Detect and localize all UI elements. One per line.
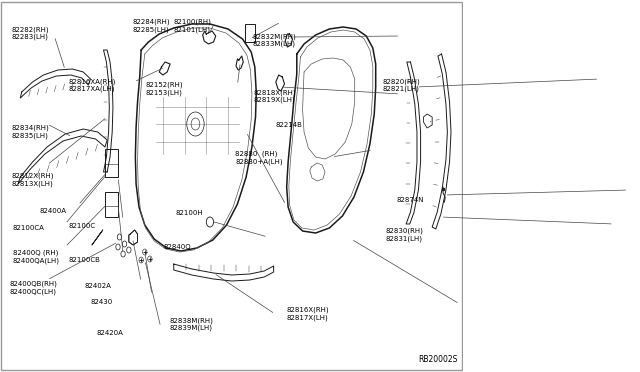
Text: 82880  (RH)
82880+A(LH): 82880 (RH) 82880+A(LH) <box>236 151 283 165</box>
Text: 82402A: 82402A <box>84 283 111 289</box>
Text: 82100CB: 82100CB <box>68 257 100 263</box>
Text: 82100C: 82100C <box>68 223 96 229</box>
Bar <box>105 192 118 217</box>
Text: 82430: 82430 <box>91 299 113 305</box>
Text: 82400Q (RH)
82400QA(LH): 82400Q (RH) 82400QA(LH) <box>13 250 60 264</box>
Text: 82830(RH)
82831(LH): 82830(RH) 82831(LH) <box>385 228 423 242</box>
Text: 82838M(RH)
82839M(LH): 82838M(RH) 82839M(LH) <box>169 317 213 331</box>
Text: 82152(RH)
82153(LH): 82152(RH) 82153(LH) <box>146 82 184 96</box>
Text: 82400A: 82400A <box>40 208 67 214</box>
Text: 82214B: 82214B <box>276 122 303 128</box>
Text: 82816XA(RH)
82817XA(LH): 82816XA(RH) 82817XA(LH) <box>68 78 116 92</box>
Bar <box>105 149 118 177</box>
Text: 82840Q: 82840Q <box>163 244 191 250</box>
Text: 82818X(RH)
82819X(LH): 82818X(RH) 82819X(LH) <box>254 89 296 103</box>
Text: 82832M(RH)
82833M(LH): 82832M(RH) 82833M(LH) <box>253 33 296 48</box>
Text: 82816X(RH)
82817X(LH): 82816X(RH) 82817X(LH) <box>286 307 329 321</box>
Text: RB20002S: RB20002S <box>418 355 458 364</box>
Text: 82812X(RH)
82813X(LH): 82812X(RH) 82813X(LH) <box>12 173 54 187</box>
Text: 82284(RH)
82285(LH): 82284(RH) 82285(LH) <box>132 19 170 33</box>
Text: 82100(RH)
82101(LH): 82100(RH) 82101(LH) <box>173 19 212 33</box>
Text: 82100CA: 82100CA <box>13 225 44 231</box>
Bar <box>244 24 255 42</box>
Text: 82820(RH)
82821(LH): 82820(RH) 82821(LH) <box>382 78 420 92</box>
Text: 82100H: 82100H <box>175 210 203 216</box>
Text: 82420A: 82420A <box>97 330 124 336</box>
Text: 82874N: 82874N <box>396 197 424 203</box>
Text: 82282(RH)
82283(LH): 82282(RH) 82283(LH) <box>12 26 49 40</box>
Text: 82400QB(RH)
82400QC(LH): 82400QB(RH) 82400QC(LH) <box>9 281 57 295</box>
Text: 82834(RH)
82835(LH): 82834(RH) 82835(LH) <box>12 125 49 139</box>
